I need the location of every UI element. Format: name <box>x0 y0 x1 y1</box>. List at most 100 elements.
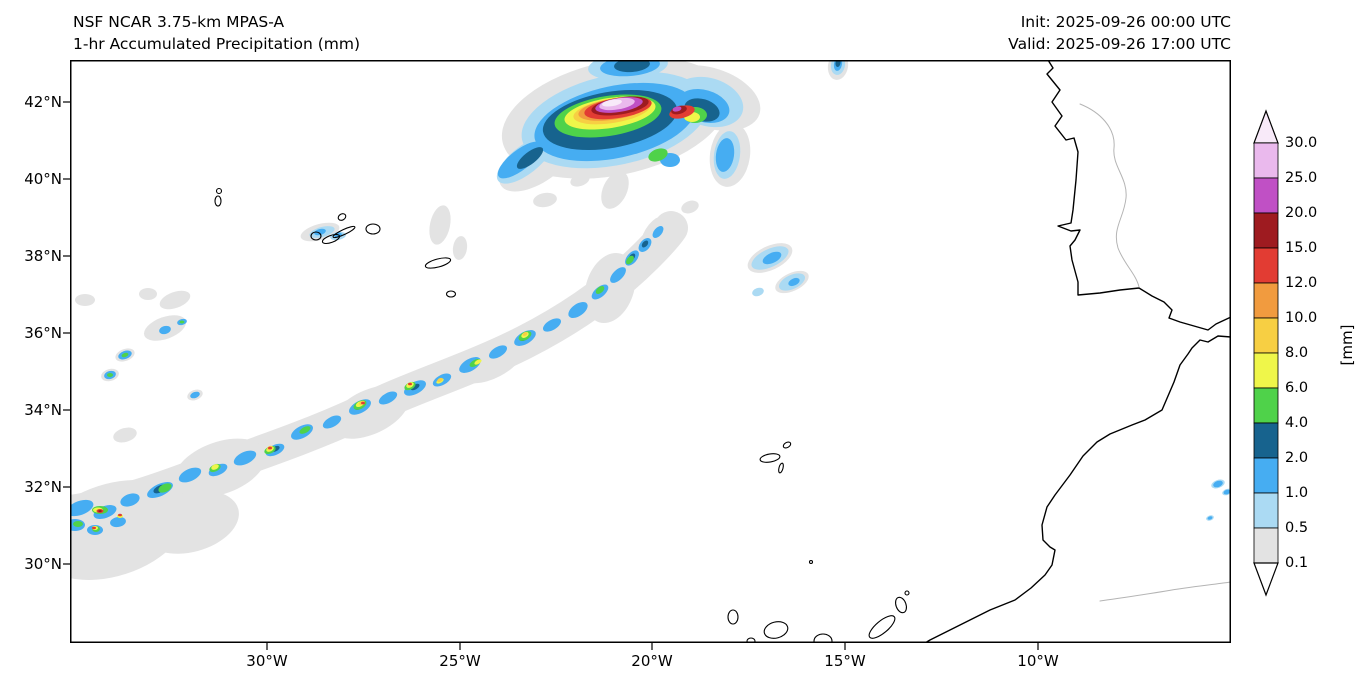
island-faial <box>310 231 322 241</box>
island-terceira <box>365 223 381 235</box>
colorbar-segment <box>1253 282 1279 319</box>
x-tick-label: 10°W <box>1017 652 1059 670</box>
border-portugal-spain <box>1079 103 1140 288</box>
colorbar-tick-label: 10.0 <box>1285 310 1318 326</box>
precip-cell <box>474 359 482 365</box>
colorbar-tick-label: 0.1 <box>1285 555 1309 571</box>
map-plot <box>63 60 1231 650</box>
island-pico <box>321 233 341 245</box>
coastline-morocco <box>924 335 1231 643</box>
island-madeira <box>759 453 781 463</box>
precip-cell <box>602 99 622 107</box>
precip-cell <box>681 200 699 214</box>
colorbar-tick-label: 0.5 <box>1285 520 1309 536</box>
precip-cell <box>752 287 764 297</box>
x-tick-label: 30°W <box>246 652 288 670</box>
precip-cell <box>568 302 588 318</box>
precip-cell <box>488 345 508 359</box>
map-canvas <box>63 60 1231 650</box>
precip-cell <box>159 290 191 310</box>
island-la-gomera <box>746 637 756 643</box>
precip-cell <box>516 147 544 169</box>
precip-cell <box>672 106 682 112</box>
precip-cell <box>113 427 137 443</box>
precip-cell <box>159 325 171 335</box>
precip-cell <box>107 373 113 377</box>
precip-cell <box>1223 489 1231 495</box>
precip-cell <box>533 192 557 208</box>
model-name: NSF NCAR 3.75-km MPAS-A <box>73 13 285 31</box>
precip-cell <box>542 318 562 332</box>
y-tick-label: 30°N <box>24 555 62 573</box>
figure-time-block: Init: 2025-09-26 00:00 UTC Valid: 2025-0… <box>1008 11 1231 55</box>
precip-cell <box>429 205 451 245</box>
island-fuerteventura <box>868 615 896 639</box>
valid-time: Valid: 2025-09-26 17:00 UTC <box>1008 35 1231 53</box>
precip-cell <box>211 464 219 470</box>
island-la-graciosa <box>904 590 910 596</box>
precip-cell <box>1213 480 1223 488</box>
precip-cell <box>314 228 326 236</box>
precip-cell <box>158 483 172 493</box>
precip-band-path <box>70 211 688 529</box>
colorbar-tick-label: 6.0 <box>1285 380 1309 396</box>
island-selvagens <box>808 559 814 565</box>
colorbar-segment <box>1253 492 1279 529</box>
precip-cell <box>378 391 398 405</box>
precip-cell <box>75 294 95 306</box>
island-lanzarote <box>895 596 907 614</box>
precip-cell <box>120 493 140 507</box>
y-tick-label: 32°N <box>24 478 62 496</box>
island-desertas <box>778 462 784 474</box>
colorbar-tick-label: 15.0 <box>1285 240 1318 256</box>
colorbar-segment <box>1253 422 1279 459</box>
precip-cell <box>268 446 272 450</box>
colorbar-over-arrow <box>1253 109 1279 144</box>
island-santa-maria <box>445 290 457 298</box>
precip-cell <box>118 513 122 517</box>
precip-cell <box>652 226 664 238</box>
colorbar-segment <box>1253 317 1279 354</box>
y-tick-label: 42°N <box>24 93 62 111</box>
x-tick-label: 25°W <box>439 652 481 670</box>
precip-cell <box>121 352 129 358</box>
precip-cell <box>762 251 782 265</box>
island-tenerife <box>763 621 789 639</box>
border-morocco-inland <box>1099 581 1231 602</box>
figure-title-block: NSF NCAR 3.75-km MPAS-A 1-hr Accumulated… <box>73 11 360 55</box>
precip-cell <box>322 415 342 429</box>
precip-cell <box>595 286 605 294</box>
precip-cell <box>98 510 102 512</box>
colorbar-tick-label: 25.0 <box>1285 170 1318 186</box>
map-layers <box>70 60 1231 643</box>
precip-cell <box>437 377 443 383</box>
colorbar-tick-label: 30.0 <box>1285 135 1318 151</box>
y-tick-label: 40°N <box>24 170 62 188</box>
precip-cell <box>648 148 668 162</box>
precip-cell <box>190 391 200 399</box>
colorbar-segment <box>1253 212 1279 249</box>
y-tick-label: 36°N <box>24 324 62 342</box>
precip-cell <box>92 526 96 530</box>
precip-cell <box>73 521 83 527</box>
product-name: 1-hr Accumulated Precipitation (mm) <box>73 35 360 53</box>
island-graciosa <box>337 213 347 221</box>
precip-cell <box>178 467 202 483</box>
colorbar-segment <box>1253 527 1279 564</box>
colorbar-under-arrow <box>1253 562 1279 597</box>
island-corvo <box>215 187 223 195</box>
precip-cell <box>639 215 677 265</box>
coastline-iberia <box>1046 60 1231 331</box>
y-tick-label: 34°N <box>24 401 62 419</box>
colorbar-segment <box>1253 177 1279 214</box>
colorbar-tick-label: 8.0 <box>1285 345 1309 361</box>
island-sao-miguel <box>424 257 452 269</box>
precip-cell <box>408 382 412 386</box>
colorbar-tick-label: 4.0 <box>1285 415 1309 431</box>
colorbar-unit-label: [mm] <box>1338 324 1356 366</box>
init-time: Init: 2025-09-26 00:00 UTC <box>1020 13 1231 31</box>
precip-cell <box>179 320 185 324</box>
precip-cell <box>110 516 126 528</box>
precip-cell <box>626 255 634 265</box>
